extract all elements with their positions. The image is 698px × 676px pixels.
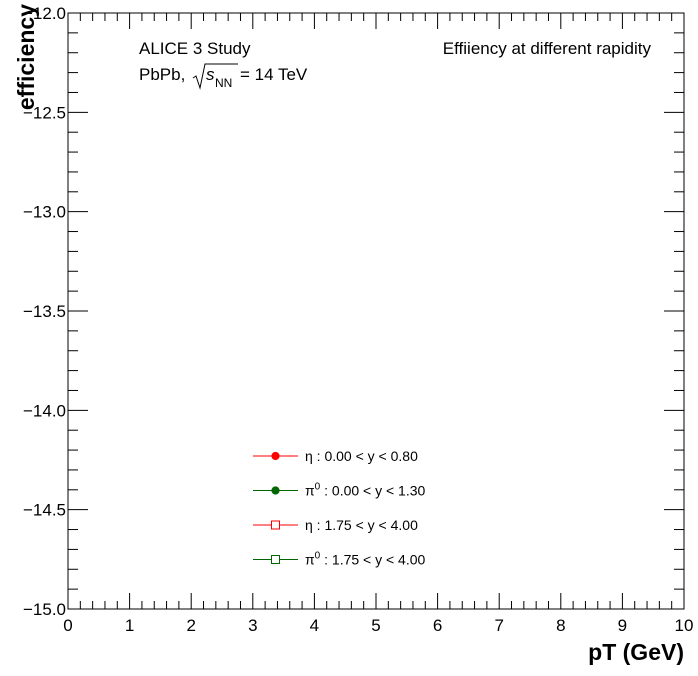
legend-marker-square-icon [271, 555, 280, 564]
x-tick-label: 0 [63, 616, 72, 635]
y-tick-label: −13.0 [23, 203, 66, 222]
y-axis-ticks: −15.0 −14.5 −14.0 −13.5 −13.0 −12.5 −12.0 [23, 4, 684, 619]
y-tick-label: −14.0 [23, 401, 66, 420]
x-tick-label: 5 [371, 616, 380, 635]
legend-range: : 0.00 < y < 1.30 [320, 483, 425, 499]
legend-entry: η : 0.00 < y < 0.80 [253, 448, 418, 464]
x-tick-label: 4 [310, 616, 319, 635]
legend-marker-circle-icon [271, 486, 280, 495]
legend-marker-square-icon [271, 520, 280, 530]
energy-value: = 14 TeV [240, 65, 308, 84]
sqrt-s-symbol: s [206, 65, 215, 84]
y-axis-label: efficiency [13, 4, 39, 110]
x-tick-label: 2 [186, 616, 195, 635]
legend-marker-circle-icon [271, 451, 280, 461]
study-label: ALICE 3 Study [139, 39, 251, 58]
legend-range: : 0.00 < y < 0.80 [313, 448, 418, 464]
legend-range: : 1.75 < y < 4.00 [313, 517, 418, 533]
collision-energy-label: PbPb, s NN = 14 TeV [139, 63, 308, 90]
legend-entry: π0 : 1.75 < y < 4.00 [253, 551, 426, 568]
legend-symbol: π [305, 552, 315, 568]
x-axis-label: pT (GeV) [588, 639, 684, 665]
y-tick-label: −15.0 [23, 600, 66, 619]
legend-symbol: η [305, 448, 313, 464]
legend-label: π0 : 0.00 < y < 1.30 [305, 482, 426, 499]
legend-symbol: π [305, 483, 315, 499]
legend-entry: η : 1.75 < y < 4.00 [253, 517, 418, 533]
legend-superscript: 0 [315, 551, 321, 562]
y-tick-label: −14.5 [23, 501, 66, 520]
legend-entry: π0 : 0.00 < y < 1.30 [253, 482, 426, 499]
sqrt-sign-icon [192, 63, 238, 90]
x-axis-ticks: 0 1 2 3 4 5 6 7 8 9 10 [63, 13, 693, 635]
y-tick-label: −12.0 [23, 4, 66, 23]
x-tick-label: 3 [248, 616, 257, 635]
collision-system-label: PbPb, [139, 65, 185, 84]
y-tick-label: −12.5 [23, 103, 66, 122]
legend-label: η : 1.75 < y < 4.00 [305, 517, 418, 533]
x-tick-label: 1 [125, 616, 134, 635]
chart-title: Effiiency at different rapidity [443, 39, 652, 58]
legend-range: : 1.75 < y < 4.00 [320, 552, 425, 568]
x-tick-label: 10 [675, 616, 694, 635]
x-tick-label: 9 [618, 616, 627, 635]
x-tick-label: 6 [433, 616, 442, 635]
legend-label: η : 0.00 < y < 0.80 [305, 448, 418, 464]
legend-symbol: η [305, 517, 313, 533]
x-tick-label: 8 [556, 616, 565, 635]
legend-label: π0 : 1.75 < y < 4.00 [305, 551, 426, 568]
sqrt-s-subscript: NN [215, 76, 232, 90]
legend-superscript: 0 [315, 482, 321, 493]
y-tick-label: −13.5 [23, 302, 66, 321]
x-tick-label: 7 [494, 616, 503, 635]
